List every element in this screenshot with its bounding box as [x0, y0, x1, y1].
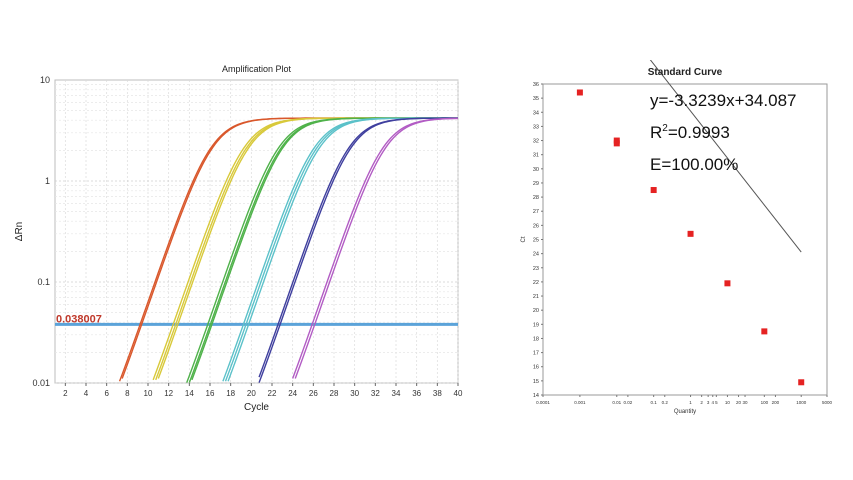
chart-title: Amplification Plot [222, 64, 292, 74]
y-tick-label: 10 [40, 75, 50, 85]
x-tick-label: 2 [700, 400, 703, 405]
x-tick-label: 0.0001 [536, 400, 550, 405]
plot-area [54, 79, 459, 384]
y-tick-label: 31 [533, 153, 539, 159]
amplification-plot-panel: 0.038007 2 4 6 8 10 12 14 16 18 20 22 24 26 28 30 32 34 36… [0, 58, 470, 418]
x-tick-label: 2 [63, 389, 68, 398]
x-tick-label: 200 [772, 400, 780, 405]
r-squared-annotation: R2=0.9993 [650, 123, 730, 142]
y-axis-label: Ct [521, 236, 527, 242]
y-tick-label: 24 [533, 252, 539, 258]
y-tick-label: 30 [533, 167, 539, 173]
x-tick-label: 4 [84, 389, 89, 398]
x-tick-label: 40 [454, 389, 463, 398]
threshold-label: 0.038007 [56, 313, 102, 325]
r-squared-superscript: 2 [662, 123, 668, 134]
x-tick-label: 20 [247, 389, 256, 398]
y-tick-label: 23 [533, 266, 539, 272]
x-tick-label: 0.001 [574, 400, 586, 405]
data-point [761, 328, 768, 335]
x-tick-label: 0.2 [662, 400, 669, 405]
y-tick-label: 27 [533, 209, 539, 215]
efficiency-annotation: E=100.00% [650, 155, 738, 174]
amplification-curve-6 [294, 117, 459, 379]
x-tick-label: 6 [104, 389, 109, 398]
x-tick-label: 16 [206, 389, 215, 398]
y-tick-label: 1 [45, 176, 50, 186]
x-tick-label: 0.01 [612, 400, 621, 405]
amplification-curve-5 [258, 117, 459, 383]
data-point [687, 230, 694, 237]
x-tick-label: 34 [392, 389, 401, 398]
x-tick-label: 100 [761, 400, 769, 405]
x-tick-label: 28 [330, 389, 339, 398]
y-tick-label: 15 [533, 379, 539, 385]
y-tick-label: 16 [533, 365, 539, 371]
y-tick-label: 22 [533, 280, 539, 286]
data-point [798, 379, 805, 386]
x-tick-label: 1 [689, 400, 692, 405]
plot-area [542, 83, 828, 396]
data-point [650, 187, 657, 194]
x-tick-label: 4 [712, 400, 715, 405]
x-tick-label: 32 [371, 389, 380, 398]
x-tick-label: 18 [226, 389, 235, 398]
standard-curve-panel: 14 15 16 17 18 19 20 21 22 23 24 25 26 27 28 29 30 31 32 33… [505, 0, 835, 420]
equation-annotation: y=-3.3239x+34.087 [650, 91, 797, 110]
y-tick-label: 0.01 [32, 378, 50, 388]
data-point [576, 89, 583, 96]
x-tick-label: 36 [412, 389, 421, 398]
y-tick-label: 28 [533, 195, 539, 201]
y-tick-label: 29 [533, 181, 539, 187]
x-tick-label: 8 [125, 389, 130, 398]
x-tick-label: 26 [309, 389, 318, 398]
y-tick-label: 26 [533, 223, 539, 229]
y-tick-label: 33 [533, 124, 539, 130]
x-tick-label: 38 [433, 389, 442, 398]
y-tick-label: 14 [533, 393, 539, 399]
x-tick-label: 0.02 [623, 400, 632, 405]
y-tick-label: 17 [533, 351, 539, 357]
x-tick-label: 0.1 [651, 400, 658, 405]
y-axis-label: ΔRn [14, 222, 25, 241]
x-tick-label: 30 [743, 400, 749, 405]
x-tick-label: 10 [725, 400, 731, 405]
y-tick-label: 18 [533, 336, 539, 342]
x-axis-label: Quantity [674, 409, 696, 415]
x-tick-label: 30 [350, 389, 359, 398]
x-tick-label: 24 [288, 389, 297, 398]
y-tick-label: 34 [533, 110, 539, 116]
y-tick-label: 0.1 [37, 277, 50, 287]
x-tick-label: 22 [268, 389, 277, 398]
y-tick-label: 19 [533, 322, 539, 328]
x-tick-label: 12 [164, 389, 173, 398]
y-tick-label: 32 [533, 139, 539, 145]
r-squared-value: =0.9993 [668, 123, 730, 142]
r-squared-prefix: R [650, 123, 662, 142]
x-tick-label: 5000 [822, 400, 833, 405]
data-point [724, 280, 731, 287]
standard-curve-chart: 1415161718192021222324252627282930313233… [521, 0, 833, 415]
x-tick-label: 14 [185, 389, 194, 398]
data-point [613, 140, 620, 147]
y-tick-label: 36 [533, 82, 539, 88]
x-tick-label: 5 [715, 400, 718, 405]
y-tick-label: 35 [533, 96, 539, 102]
x-tick-label: 20 [736, 400, 742, 405]
x-axis-label: Cycle [244, 402, 269, 413]
y-tick-label: 20 [533, 308, 539, 314]
chart-title: Standard Curve [648, 67, 723, 78]
x-tick-label: 3 [707, 400, 710, 405]
y-tick-label: 25 [533, 238, 539, 244]
x-tick-label: 10 [144, 389, 153, 398]
y-tick-label: 21 [533, 294, 539, 300]
x-tick-label: 1000 [796, 400, 807, 405]
